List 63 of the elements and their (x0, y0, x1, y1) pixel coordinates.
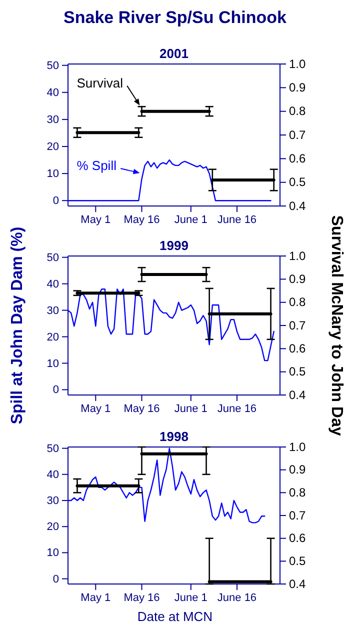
chart-title: 1999 (160, 238, 188, 253)
y-tick-label: 10 (46, 358, 59, 370)
y-tick-label: 20 (46, 331, 59, 344)
y-tick-label: 20 (46, 141, 59, 154)
x-tick-label: June 1 (174, 214, 208, 226)
y-tick-label: 10 (46, 168, 59, 180)
y-tick-label: 50 (46, 60, 59, 72)
x-tick-label: June 1 (174, 592, 208, 604)
y2-tick-label: 0.4 (289, 576, 306, 591)
y2-tick-label: 0.8 (289, 104, 306, 118)
y2-tick-label: 0.7 (289, 508, 306, 522)
x-tick-label: May 1 (80, 214, 111, 226)
y2-tick-label: 0.8 (289, 295, 306, 310)
y-tick-label: 0 (52, 384, 59, 396)
y2-tick-label: 0.4 (289, 388, 306, 402)
y-axis-title: Spill at John Day Dam (%) (9, 226, 26, 424)
y-tick-label: 10 (46, 547, 59, 560)
y-tick-label: 0 (52, 195, 59, 208)
x-axis-title: Date at MCN (137, 609, 213, 624)
y2-tick-label: 0.5 (289, 364, 306, 379)
y2-tick-label: 0.6 (289, 531, 306, 546)
y2-tick-label: 1.0 (289, 440, 306, 454)
y2-tick-label: 0.5 (289, 175, 306, 190)
line-series (67, 448, 266, 524)
y2-tick-label: 1.0 (289, 248, 306, 263)
y2-tick-label: 0.6 (289, 342, 306, 356)
x-tick-label: May 1 (80, 592, 111, 604)
chart-title: Snake River Sp/Su Chinook (64, 8, 288, 27)
line-series (67, 288, 274, 362)
y-tick-label: 30 (46, 495, 59, 508)
y2-tick-label: 0.9 (289, 272, 306, 286)
y2-tick-label: 0.5 (289, 554, 306, 568)
x-tick-label: June 1 (174, 402, 208, 415)
y-tick-label: 20 (46, 521, 59, 534)
y-tick-label: 30 (46, 114, 59, 126)
y2-tick-label: 0.9 (289, 80, 306, 95)
y-tick-label: 40 (46, 278, 59, 290)
y2-tick-label: 0.9 (289, 462, 306, 477)
y2-tick-label: 0.7 (289, 128, 306, 142)
legend-label: % Spill (76, 158, 117, 173)
y-tick-label: 50 (46, 442, 59, 455)
x-tick-label: May 16 (124, 402, 160, 415)
x-tick-label: June 16 (217, 214, 257, 226)
line-series (67, 159, 272, 202)
y-tick-label: 40 (46, 468, 59, 481)
chart-title: 1998 (160, 429, 188, 444)
y2-tick-label: 1.0 (289, 56, 306, 71)
x-tick-label: May 16 (124, 214, 160, 226)
y-tick-label: 30 (46, 304, 59, 317)
x-tick-label: May 1 (80, 402, 111, 415)
x-tick-label: May 16 (124, 592, 160, 604)
y2-tick-label: 0.6 (289, 152, 306, 166)
y2-tick-label: 0.7 (289, 318, 306, 332)
x-tick-label: June 16 (217, 402, 257, 415)
y-tick-label: 0 (52, 573, 59, 586)
text: Survival (76, 75, 124, 90)
chart-subtitle: 2001 (160, 46, 188, 61)
y-tick-label: 50 (46, 252, 59, 264)
y2-tick-label: 0.4 (289, 198, 306, 213)
x-tick-label: June 16 (217, 592, 257, 604)
y-tick-label: 40 (46, 86, 59, 99)
y2-tick-label: 0.8 (289, 486, 306, 500)
y2-axis-title: Survival McNary to John Day (328, 215, 345, 436)
